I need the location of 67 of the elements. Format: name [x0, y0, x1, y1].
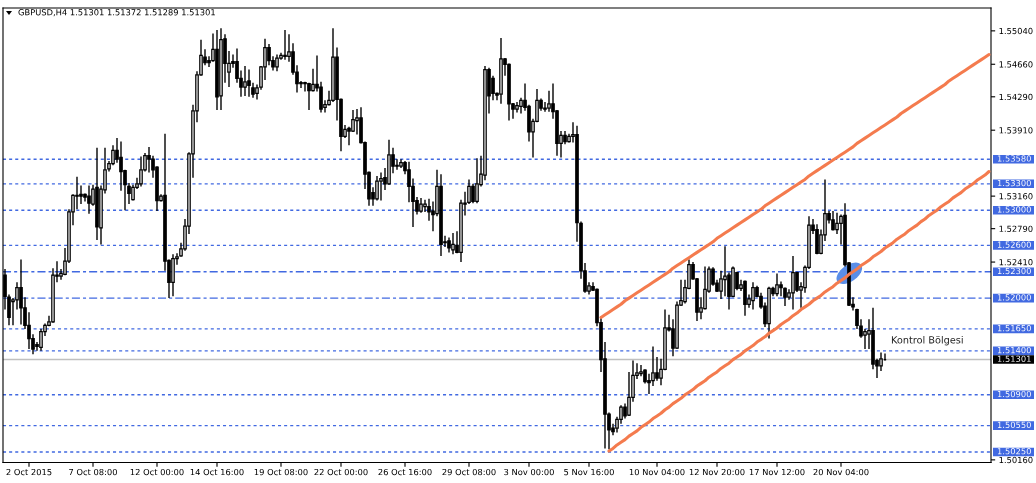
- ref-line-label: 1.52000: [997, 294, 1031, 301]
- y-tick-label: 1.52790: [999, 225, 1033, 232]
- candlestick: [751, 281, 755, 311]
- ref-line-label: 1.50250: [997, 448, 1031, 455]
- candlestick: [375, 175, 379, 202]
- y-tick-label: 1.53910: [999, 127, 1033, 134]
- x-tick-label: 14 Oct 16:00: [190, 468, 244, 476]
- x-tick-label: 12 Nov 20:00: [689, 468, 745, 476]
- candlestick: [243, 65, 247, 97]
- x-tick-label: 22 Oct 00:00: [314, 468, 368, 476]
- candlestick: [779, 280, 783, 298]
- x-tick-label: 17 Nov 12:00: [749, 468, 805, 476]
- candlestick: [119, 140, 123, 192]
- candlestick: [87, 184, 91, 215]
- candlestick: [303, 81, 307, 93]
- line-series: [607, 169, 991, 453]
- y-tick-label: 1.53160: [999, 193, 1033, 200]
- candlestick: [395, 158, 399, 171]
- x-tick-label: 2 Oct 2015: [6, 468, 52, 476]
- candlestick: [471, 183, 475, 204]
- ref-line-label: 1.53000: [997, 206, 1031, 213]
- candlestick: [547, 89, 551, 113]
- y-tick-label: 1.52410: [999, 259, 1033, 266]
- candlestick: [171, 253, 175, 298]
- candlestick: [379, 171, 383, 202]
- x-tick-label: 5 Nov 16:00: [564, 468, 614, 476]
- candlestick: [139, 155, 143, 188]
- candlestick: [283, 29, 287, 61]
- y-tick-label: 1.50160: [999, 456, 1033, 464]
- x-tick-label: 26 Oct 16:00: [378, 468, 432, 476]
- x-tick-label: 19 Oct 08:00: [254, 468, 308, 476]
- y-tick-label: 1.54660: [999, 61, 1033, 68]
- candlestick: [775, 272, 779, 298]
- candlestick: [639, 364, 643, 378]
- candlestick: [267, 43, 271, 66]
- candlestick: [75, 176, 79, 211]
- ref-line-label: 1.52600: [997, 241, 1031, 248]
- candlestick: [743, 279, 747, 317]
- ref-line-label: 1.51301: [997, 355, 1031, 362]
- line-series: [599, 53, 991, 319]
- ref-line-label: 1.53300: [997, 179, 1031, 187]
- candlestick: [815, 223, 819, 255]
- ref-line-label: 1.51400: [997, 346, 1031, 354]
- ref-line-label: 1.52300: [997, 267, 1031, 275]
- chart-title: GBPUSD,H4 1.51301 1.51372 1.51289 1.51301: [18, 9, 215, 17]
- candlestick: [791, 255, 795, 311]
- x-tick-label: 29 Oct 08:00: [442, 468, 496, 476]
- x-tick-label: 12 Oct 00:00: [130, 468, 184, 476]
- candlestick: [475, 157, 479, 204]
- candlestick: [451, 232, 455, 255]
- x-tick-label: 20 Nov 04:00: [813, 468, 869, 476]
- candlestick: [655, 356, 659, 382]
- candlestick: [39, 328, 43, 352]
- annotation: Kontrol Bölgesi: [891, 336, 963, 346]
- x-tick-label: 10 Nov 04:00: [629, 468, 685, 476]
- ref-line-label: 1.50550: [997, 421, 1031, 428]
- ref-line-label: 1.50900: [997, 390, 1031, 398]
- y-tick-label: 1.54290: [999, 93, 1033, 101]
- candlestick: [147, 146, 151, 174]
- ref-line-label: 1.51650: [997, 324, 1031, 332]
- candlestick: [247, 68, 251, 98]
- candlestick: [19, 258, 23, 326]
- x-tick-label: 7 Oct 08:00: [69, 468, 117, 476]
- ref-line-label: 1.53580: [997, 155, 1031, 162]
- y-tick-label: 1.55040: [999, 27, 1033, 35]
- x-tick-label: 3 Nov 00:00: [504, 468, 554, 476]
- candlestick: [723, 245, 727, 298]
